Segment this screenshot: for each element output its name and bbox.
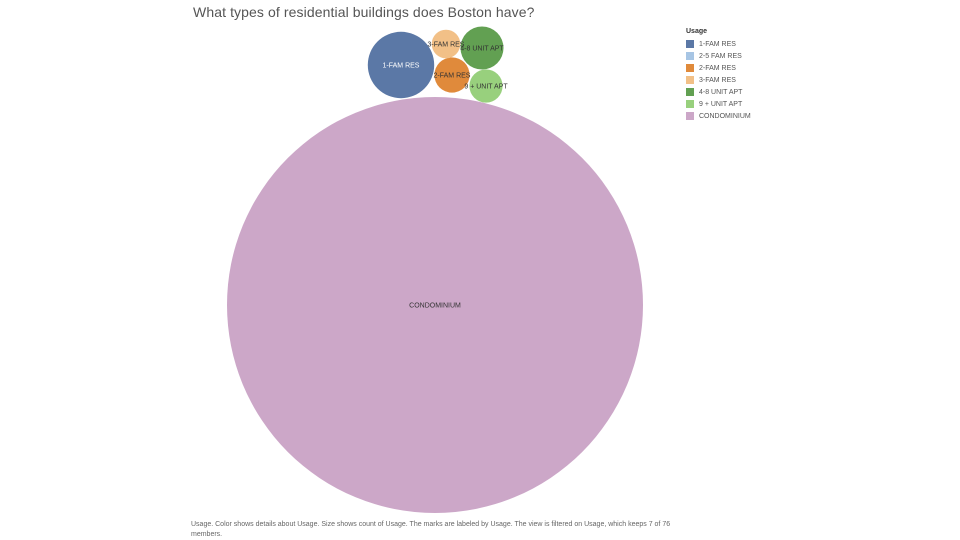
bubble-label: 3-FAM RES [428,42,465,49]
legend-label: 2-5 FAM RES [699,52,742,60]
legend: Usage 1-FAM RES 2-5 FAM RES 2-FAM RES 3-FAM… [686,28,751,122]
legend-swatch [686,112,694,120]
chart-title: What types of residential buildings does… [193,4,535,20]
legend-swatch [686,88,694,96]
legend-swatch [686,100,694,108]
legend-label: CONDOMINIUM [699,112,751,120]
legend-label: 1-FAM RES [699,40,736,48]
bubble-label: 1-FAM RES [383,63,420,70]
legend-swatch [686,52,694,60]
bubble-label: 9 + UNIT APT [464,84,508,91]
bubble-2-fam-res[interactable] [434,57,470,93]
legend-item[interactable]: 2-5 FAM RES [686,50,751,62]
bubble-9-unit-apt[interactable] [469,69,503,103]
chart-caption: Usage. Color shows details about Usage. … [191,521,671,538]
legend-item[interactable]: 3-FAM RES [686,74,751,86]
legend-swatch [686,64,694,72]
legend-label: 2-FAM RES [699,64,736,72]
legend-item[interactable]: CONDOMINIUM [686,110,751,122]
legend-item[interactable]: 4-8 UNIT APT [686,86,751,98]
legend-title: Usage [686,28,708,35]
legend-label: 4-8 UNIT APT [699,88,743,96]
legend-swatch [686,40,694,48]
bubble-label: 2-FAM RES [434,73,471,80]
legend-item[interactable]: 2-FAM RES [686,62,751,74]
bubble-label: CONDOMINIUM [409,303,461,310]
legend-label: 3-FAM RES [699,76,736,84]
bubble-condominium[interactable] [227,97,643,513]
legend-items: 1-FAM RES 2-5 FAM RES 2-FAM RES 3-FAM RES 4-… [686,38,751,122]
legend-swatch [686,76,694,84]
bubble-4-8-unit-apt[interactable] [460,26,504,70]
legend-label: 9 + UNIT APT [699,100,743,108]
bubble-label: 4-8 UNIT APT [460,46,504,53]
bubble-1-fam-res[interactable] [367,31,435,99]
bubble-3-fam-res[interactable] [431,29,461,59]
legend-item[interactable]: 9 + UNIT APT [686,98,751,110]
legend-item[interactable]: 1-FAM RES [686,38,751,50]
